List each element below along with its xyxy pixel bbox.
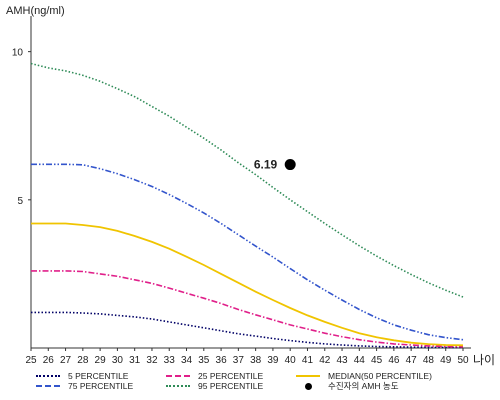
legend-label: MEDIAN(50 PERCENTILE)	[328, 371, 432, 381]
x-tick-label: 40	[285, 355, 297, 366]
y-tick-label: 10	[12, 48, 24, 59]
x-tick-label: 29	[95, 355, 107, 366]
series-line-25-percentile	[31, 270, 464, 348]
x-tick-label: 39	[267, 355, 279, 366]
legend-item: 95 PERCENTILE	[166, 381, 296, 391]
legend-swatch	[36, 385, 60, 387]
x-tick-label: 44	[354, 355, 366, 366]
legend-swatch	[296, 375, 320, 377]
x-tick-label: 41	[302, 355, 314, 366]
x-tick-label: 32	[146, 355, 158, 366]
x-tick-label: 30	[112, 355, 124, 366]
legend-swatch	[36, 375, 60, 377]
x-tick-label: 26	[43, 355, 55, 366]
x-tick-label: 42	[319, 355, 331, 366]
legend-label: 75 PERCENTILE	[68, 381, 134, 391]
x-tick-label: 36	[216, 355, 228, 366]
x-tick-label: 38	[250, 355, 262, 366]
legend-label: 95 PERCENTILE	[198, 381, 264, 391]
series-line-5-percentile	[31, 311, 464, 349]
x-tick-label: 50	[457, 355, 469, 366]
legend: 5 PERCENTILE 25 PERCENTILE MEDIAN(50 PERCE…	[36, 371, 476, 391]
x-tick-label: 34	[181, 355, 193, 366]
x-tick-label: 43	[336, 355, 348, 366]
series-line-95-percentile	[30, 62, 464, 298]
x-axis-label: 나이	[473, 353, 495, 367]
legend-label: 25 PERCENTILE	[198, 371, 264, 381]
legend-item: MEDIAN(50 PERCENTILE)	[296, 371, 476, 381]
x-tick-label: 27	[60, 355, 72, 366]
legend-item-patient: 수진자의 AMH 농도	[296, 381, 476, 391]
legend-item: 75 PERCENTILE	[36, 381, 166, 391]
x-tick-label: 37	[233, 355, 245, 366]
series-line-median-50-percentile	[31, 222, 464, 347]
x-tick-label: 47	[406, 355, 418, 366]
x-tick-label: 28	[77, 355, 89, 366]
y-tick-label: 5	[17, 196, 23, 207]
x-tick-label: 31	[129, 355, 141, 366]
legend-item: 25 PERCENTILE	[166, 371, 296, 381]
legend-item: 5 PERCENTILE	[36, 371, 166, 381]
legend-swatch	[166, 375, 190, 377]
legend-label-patient: 수진자의 AMH 농도	[328, 381, 399, 391]
legend-swatch	[166, 385, 190, 387]
legend-dot	[305, 382, 312, 390]
x-tick-label: 25	[25, 355, 37, 366]
y-axis-label: AMH(ng/ml)	[6, 5, 65, 17]
patient-amh-point	[284, 159, 296, 171]
x-tick-label: 35	[198, 355, 210, 366]
x-tick-label: 46	[388, 355, 400, 366]
x-tick-label: 45	[371, 355, 383, 366]
x-tick-label: 48	[423, 355, 435, 366]
patient-amh-label: 6.19	[254, 158, 278, 172]
series-line-75-percentile	[31, 163, 464, 341]
legend-label: 5 PERCENTILE	[68, 371, 129, 381]
x-tick-label: 33	[164, 355, 176, 366]
x-tick-label: 49	[440, 355, 452, 366]
